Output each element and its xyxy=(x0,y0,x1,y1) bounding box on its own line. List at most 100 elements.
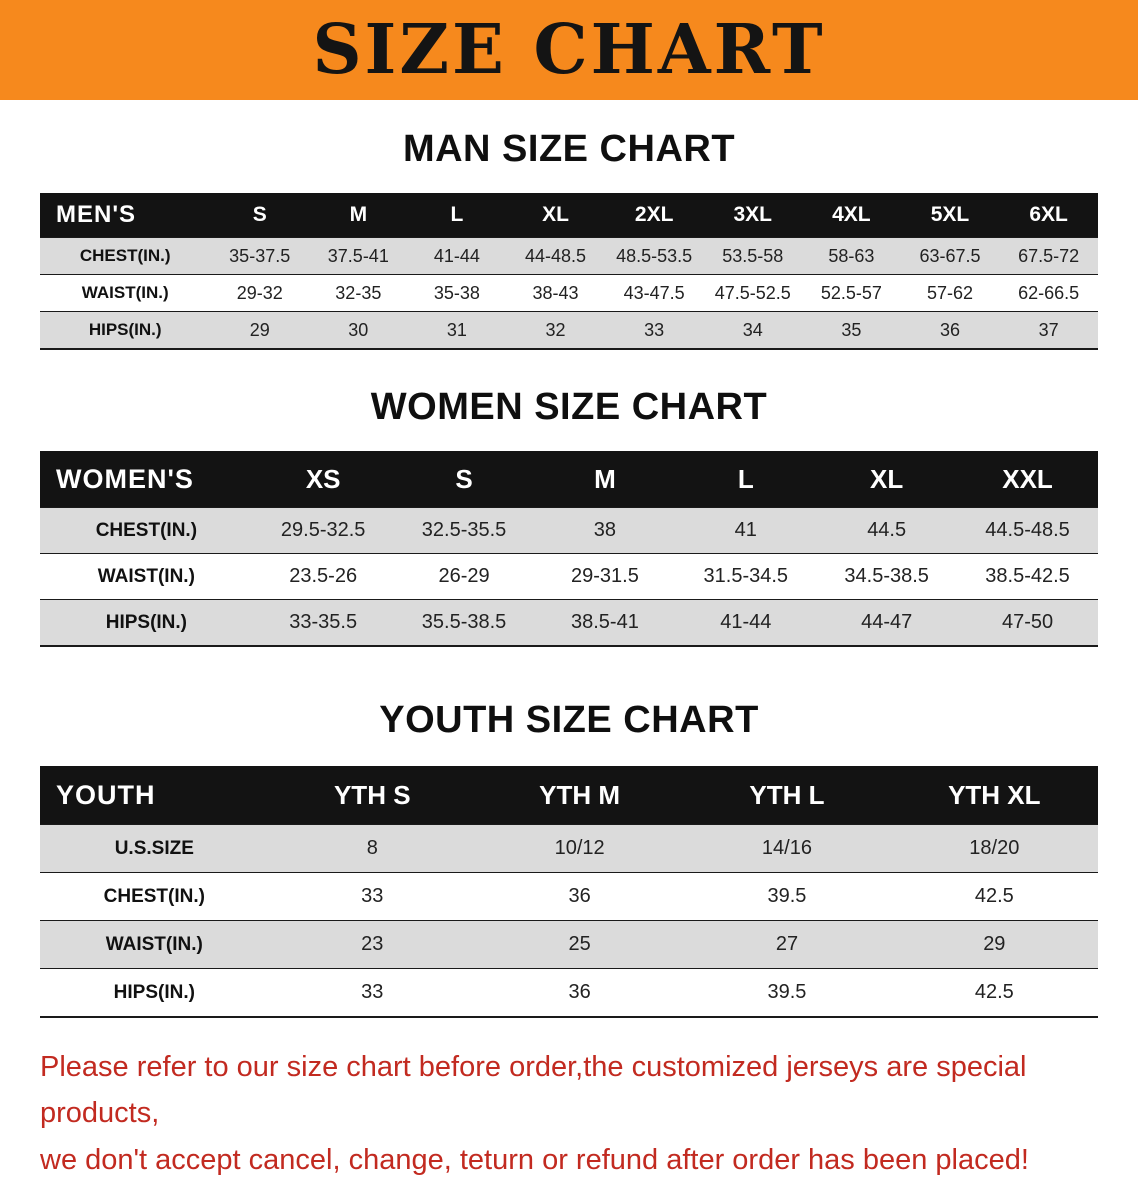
row-label: HIPS(IN.) xyxy=(40,968,269,1018)
column-header: M xyxy=(309,193,408,238)
cell-value: 42.5 xyxy=(890,872,1098,921)
cell-value: 62-66.5 xyxy=(999,274,1098,312)
cell-value: 33-35.5 xyxy=(252,599,394,647)
cell-value: 26-29 xyxy=(393,553,535,600)
cell-value: 38.5-41 xyxy=(534,599,676,647)
cell-value: 33 xyxy=(268,968,476,1018)
cell-value: 35-37.5 xyxy=(210,237,310,275)
cell-value: 29 xyxy=(210,311,310,350)
cell-value: 37 xyxy=(999,311,1098,350)
cell-value: 43-47.5 xyxy=(604,274,704,312)
table-row: WAIST(IN.) 23.5-26 26-29 29-31.5 31.5-34.5 34… xyxy=(40,553,1098,600)
men-size-section: MAN SIZE CHART MEN'S S M L XL 2XL 3XL 4XL 5XL 6XL… xyxy=(0,128,1138,350)
cell-value: 29.5-32.5 xyxy=(252,507,394,554)
column-header: XXL xyxy=(957,451,1098,508)
cell-value: 29-31.5 xyxy=(534,553,676,600)
cell-value: 67.5-72 xyxy=(999,237,1098,275)
column-header: 4XL xyxy=(802,193,901,238)
cell-value: 27 xyxy=(683,920,891,969)
cell-value: 10/12 xyxy=(475,824,684,873)
table-header-row: MEN'S S M L XL 2XL 3XL 4XL 5XL 6XL xyxy=(40,193,1098,238)
cell-value: 35-38 xyxy=(407,274,507,312)
column-header: XS xyxy=(252,451,394,508)
column-header: S xyxy=(210,193,310,238)
column-header: M xyxy=(534,451,676,508)
table-row: WAIST(IN.) 23 25 27 29 xyxy=(40,920,1098,969)
column-header: 6XL xyxy=(999,193,1098,238)
cell-value: 29-32 xyxy=(210,274,310,312)
table-row: CHEST(IN.) 33 36 39.5 42.5 xyxy=(40,872,1098,921)
cell-value: 41-44 xyxy=(407,237,507,275)
column-header: 3XL xyxy=(703,193,803,238)
table-row: CHEST(IN.) 29.5-32.5 32.5-35.5 38 41 44.5 44.5… xyxy=(40,507,1098,554)
column-header: S xyxy=(393,451,535,508)
table-row: HIPS(IN.) 29 30 31 32 33 34 35 36 37 xyxy=(40,311,1098,350)
cell-value: 44.5-48.5 xyxy=(957,507,1098,554)
women-size-table: WOMEN'S XS S M L XL XXL CHEST(IN.) 29.5-32.5 32.5… xyxy=(40,451,1098,647)
cell-value: 32.5-35.5 xyxy=(393,507,535,554)
column-header: YTH L xyxy=(683,766,891,825)
cell-value: 38.5-42.5 xyxy=(957,553,1098,600)
cell-value: 33 xyxy=(268,872,476,921)
title-banner: SIZE CHART xyxy=(0,0,1138,100)
column-header: YTH M xyxy=(475,766,684,825)
row-label: HIPS(IN.) xyxy=(40,311,211,350)
cell-value: 35.5-38.5 xyxy=(393,599,535,647)
cell-value: 23.5-26 xyxy=(252,553,394,600)
table-row: CHEST(IN.) 35-37.5 37.5-41 41-44 44-48.5 48.5… xyxy=(40,237,1098,275)
cell-value: 30 xyxy=(309,311,408,350)
cell-value: 14/16 xyxy=(683,824,891,873)
cell-value: 25 xyxy=(475,920,684,969)
cell-value: 41-44 xyxy=(675,599,817,647)
cell-value: 18/20 xyxy=(890,824,1098,873)
youth-size-table: YOUTH YTH S YTH M YTH L YTH XL U.S.SIZE 8 10/12… xyxy=(40,766,1098,1018)
cell-value: 32-35 xyxy=(309,274,408,312)
column-header: YTH XL xyxy=(890,766,1098,825)
cell-value: 35 xyxy=(802,311,901,350)
cell-value: 47.5-52.5 xyxy=(703,274,803,312)
disclaimer-line-1: Please refer to our size chart before or… xyxy=(40,1051,1027,1130)
cell-value: 23 xyxy=(268,920,476,969)
column-header: 5XL xyxy=(900,193,1000,238)
cell-value: 48.5-53.5 xyxy=(604,237,704,275)
table-row: HIPS(IN.) 33-35.5 35.5-38.5 38.5-41 41-44 44-… xyxy=(40,599,1098,647)
cell-value: 52.5-57 xyxy=(802,274,901,312)
men-section-title: MAN SIZE CHART xyxy=(402,128,736,170)
table-corner-label: MEN'S xyxy=(40,193,211,238)
table-corner-label: YOUTH xyxy=(40,766,269,825)
cell-value: 33 xyxy=(604,311,704,350)
disclaimer-line-2: we don't accept cancel, change, teturn o… xyxy=(40,1143,1029,1176)
column-header: XL xyxy=(816,451,958,508)
cell-value: 31 xyxy=(407,311,507,350)
row-label: HIPS(IN.) xyxy=(40,599,253,647)
cell-value: 63-67.5 xyxy=(900,237,1000,275)
cell-value: 53.5-58 xyxy=(703,237,803,275)
youth-size-section: YOUTH SIZE CHART YOUTH YTH S YTH M YTH L YTH… xyxy=(0,699,1138,1018)
table-row: HIPS(IN.) 33 36 39.5 42.5 xyxy=(40,968,1098,1018)
cell-value: 36 xyxy=(900,311,1000,350)
table-corner-label: WOMEN'S xyxy=(40,451,253,508)
cell-value: 34.5-38.5 xyxy=(816,553,958,600)
disclaimer: Please refer to our size chart before or… xyxy=(0,1018,1138,1193)
men-size-table: MEN'S S M L XL 2XL 3XL 4XL 5XL 6XL CHEST(IN.) 35-37… xyxy=(40,193,1098,350)
column-header: 2XL xyxy=(604,193,704,238)
row-label: WAIST(IN.) xyxy=(40,920,269,969)
column-header: L xyxy=(407,193,507,238)
cell-value: 31.5-34.5 xyxy=(675,553,817,600)
cell-value: 58-63 xyxy=(802,237,901,275)
table-header-row: WOMEN'S XS S M L XL XXL xyxy=(40,451,1098,508)
row-label: WAIST(IN.) xyxy=(40,274,211,312)
cell-value: 39.5 xyxy=(683,872,891,921)
women-size-section: WOMEN SIZE CHART WOMEN'S XS S M L XL XXL CHEST(… xyxy=(0,386,1138,647)
cell-value: 36 xyxy=(475,872,684,921)
youth-section-title: YOUTH SIZE CHART xyxy=(379,699,759,741)
column-header: YTH S xyxy=(268,766,476,825)
cell-value: 42.5 xyxy=(890,968,1098,1018)
page-title: SIZE CHART xyxy=(312,10,826,90)
cell-value: 37.5-41 xyxy=(309,237,408,275)
column-header: XL xyxy=(506,193,605,238)
row-label: WAIST(IN.) xyxy=(40,553,253,600)
cell-value: 8 xyxy=(268,824,476,873)
cell-value: 34 xyxy=(703,311,803,350)
